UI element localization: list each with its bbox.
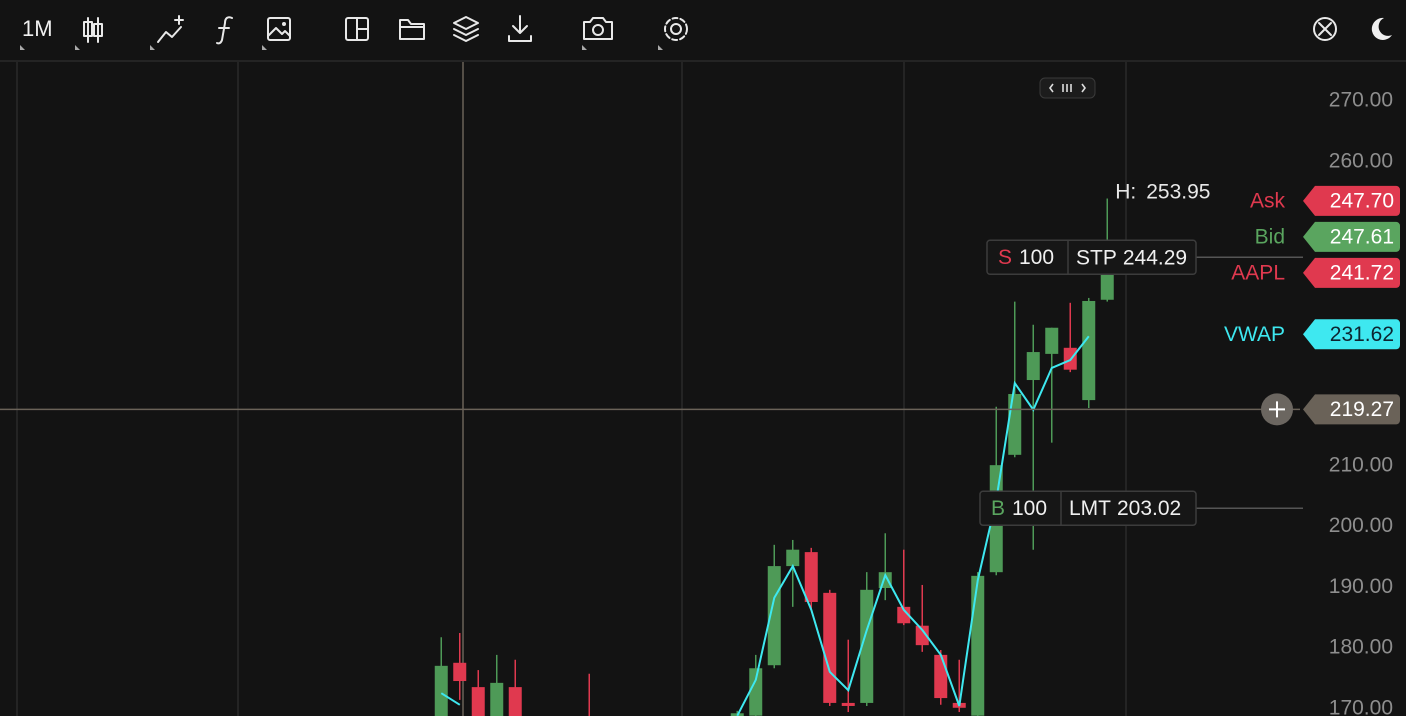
order-price-text: STP 244.29 <box>1076 246 1187 269</box>
high-annotation: H: 253.95 <box>1115 180 1210 203</box>
order-type: STP <box>1076 246 1117 269</box>
order-price-text: LMT 203.02 <box>1069 497 1181 520</box>
time-grid <box>16 62 1127 716</box>
layers-button[interactable] <box>453 16 479 42</box>
y-tick-label: 260.00 <box>1329 149 1393 172</box>
function-button[interactable] <box>216 16 233 45</box>
price-tag-value: 231.62 <box>1330 323 1394 346</box>
price-tag <box>1303 319 1400 350</box>
screenshot-button[interactable] <box>583 17 613 40</box>
candle-body <box>749 668 763 716</box>
candle-body <box>823 592 837 703</box>
order-type: LMT <box>1069 497 1111 520</box>
indicators-button[interactable] <box>157 15 184 43</box>
crosshair-tag <box>1303 394 1400 425</box>
plus-icon <box>1269 401 1285 418</box>
y-tick-label: 270.00 <box>1329 88 1393 111</box>
price-tag <box>1303 257 1400 288</box>
price-tag-name: Ask <box>1250 189 1286 212</box>
order-price: 203.02 <box>1117 497 1181 520</box>
plot-area <box>434 198 1114 716</box>
candle-body <box>471 687 485 716</box>
candle-body <box>786 549 800 567</box>
y-tick-label: 200.00 <box>1329 514 1393 537</box>
candle-body <box>971 575 985 716</box>
price-tag-value: 247.61 <box>1330 225 1394 248</box>
interval-button[interactable]: 1M <box>22 16 53 41</box>
price-tag-name: VWAP <box>1224 323 1285 346</box>
high-label: H: <box>1115 180 1136 203</box>
order-price: 244.29 <box>1123 246 1187 269</box>
candle-body <box>453 662 467 682</box>
settings-button[interactable] <box>664 17 688 41</box>
price-tag-value: 247.70 <box>1330 189 1394 212</box>
candle-body <box>804 552 818 602</box>
candle-body <box>490 682 504 716</box>
toolbar: 1M <box>0 15 1406 62</box>
order-box[interactable] <box>979 490 1197 526</box>
ai-button[interactable] <box>1313 17 1337 41</box>
candle-body <box>434 665 448 716</box>
candle-type-button[interactable] <box>83 17 103 43</box>
price-tag-value: 241.72 <box>1330 261 1394 284</box>
order-box[interactable] <box>986 239 1197 276</box>
crosshair-value: 219.27 <box>1330 398 1394 421</box>
y-tick-label: 190.00 <box>1329 575 1393 598</box>
candle-body <box>841 702 855 706</box>
candle-body <box>915 625 929 646</box>
order-side: S <box>998 246 1012 269</box>
candle-body <box>1008 394 1022 455</box>
high-value: 253.95 <box>1146 180 1210 203</box>
candle-body <box>508 687 522 716</box>
order-quantity: 100 <box>1019 246 1054 269</box>
image-button[interactable] <box>267 17 291 41</box>
candle-body <box>897 606 911 624</box>
candle-body <box>1026 352 1040 381</box>
candle-body <box>1082 300 1096 401</box>
order-quantity: 100 <box>1012 497 1047 520</box>
folder-button[interactable] <box>399 19 425 40</box>
download-button[interactable] <box>508 15 532 42</box>
candle-body <box>1100 272 1114 300</box>
layout-button[interactable] <box>345 17 369 41</box>
y-tick-label: 210.00 <box>1329 453 1393 476</box>
theme-button[interactable] <box>1371 17 1392 40</box>
line-series <box>440 335 1090 716</box>
y-tick-label: 170.00 <box>1329 697 1393 716</box>
scroll-control[interactable] <box>1039 77 1096 99</box>
order-side: B <box>991 497 1005 520</box>
price-tag-name: AAPL <box>1231 261 1285 284</box>
price-tag-name: Bid <box>1255 225 1285 248</box>
price-tag <box>1303 221 1400 252</box>
submenu-markers <box>20 45 663 50</box>
candle-body <box>934 654 948 699</box>
price-tag <box>1303 185 1400 216</box>
candle-body <box>1045 327 1059 354</box>
y-tick-label: 180.00 <box>1329 636 1393 659</box>
